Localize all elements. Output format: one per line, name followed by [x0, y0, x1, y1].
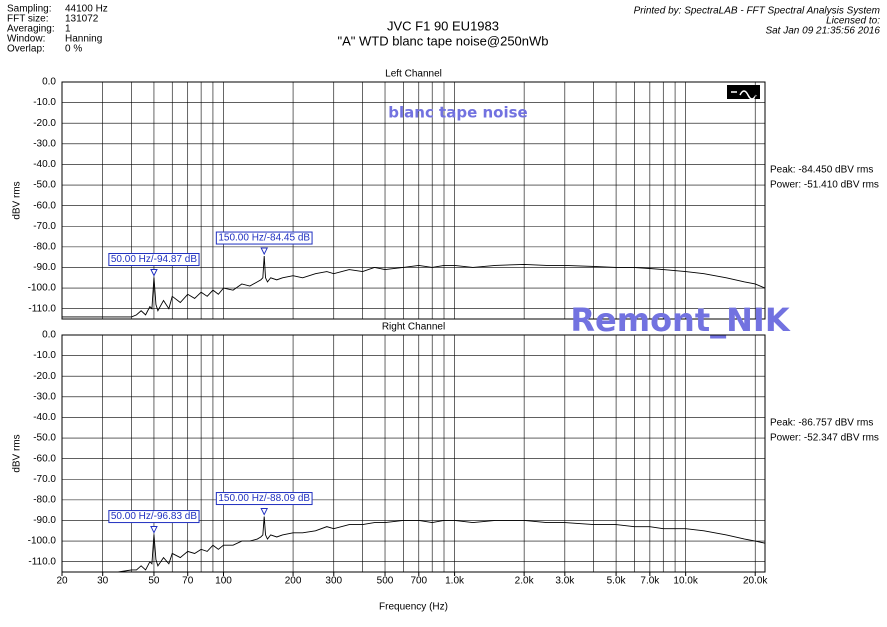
- licensed: Licensed to:: [826, 16, 880, 27]
- view-icon[interactable]: [727, 85, 760, 100]
- y-tick-label: -90.0: [33, 515, 56, 526]
- side-note: Power: -51.410 dBV rms: [770, 180, 879, 191]
- info-key: Window:: [7, 34, 45, 45]
- chart-title: Right Channel: [382, 322, 445, 333]
- x-tick-label: 300: [325, 576, 342, 587]
- info-value: 131072: [65, 14, 99, 25]
- x-axis-label: Frequency (Hz): [379, 602, 448, 613]
- y-tick-label: -10.0: [33, 97, 56, 108]
- x-tick-label: 3.0k: [555, 576, 575, 587]
- x-tick-label: 10.0k: [673, 576, 698, 587]
- chart-title: Left Channel: [385, 69, 442, 80]
- peak-label: 50.00 Hz/-96.83 dB: [111, 511, 197, 522]
- peak-label: 150.00 Hz/-88.09 dB: [218, 493, 310, 504]
- spectrum-line: [62, 256, 766, 318]
- y-tick-label: -30.0: [33, 391, 56, 402]
- x-tick-label: 700: [410, 576, 427, 587]
- y-axis-label: dBV rms: [12, 434, 23, 472]
- subtitle: "A" WTD blanc tape noise@250nWb: [337, 33, 548, 48]
- y-tick-label: -40.0: [33, 412, 56, 423]
- x-tick-label: 7.0k: [640, 576, 660, 587]
- peak-marker: [150, 526, 158, 534]
- y-tick-label: -80.0: [33, 242, 56, 253]
- y-tick-label: -110.0: [28, 303, 56, 314]
- plot-frame: [61, 334, 766, 573]
- info-value: Hanning: [65, 34, 102, 45]
- x-tick-label: 1.0k: [445, 576, 465, 587]
- x-tick-label: 20.0k: [743, 576, 768, 587]
- y-tick-label: -10.0: [33, 350, 56, 361]
- title: JVC F1 90 EU1983: [387, 18, 499, 33]
- plot-frame: [61, 81, 766, 320]
- y-tick-label: -70.0: [33, 221, 56, 232]
- y-tick-label: -50.0: [33, 180, 56, 191]
- info-value: 0 %: [65, 44, 82, 55]
- info-key: Averaging:: [7, 24, 55, 35]
- x-tick-label: 200: [285, 576, 302, 587]
- side-note: Peak: -84.450 dBV rms: [770, 165, 873, 176]
- y-tick-label: -50.0: [33, 433, 56, 444]
- y-axis-label: dBV rms: [12, 181, 23, 219]
- y-tick-label: -100.0: [28, 283, 57, 294]
- peak-label: 150.00 Hz/-84.45 dB: [218, 233, 310, 244]
- peak-label-box: [108, 510, 200, 524]
- y-tick-label: -60.0: [33, 453, 56, 464]
- x-tick-label: 2.0k: [515, 576, 535, 587]
- peak-label-box: [108, 253, 200, 267]
- x-tick-label: 500: [377, 576, 394, 587]
- y-tick-label: -20.0: [33, 371, 56, 382]
- y-tick-label: -100.0: [28, 536, 57, 547]
- x-tick-label: 50: [148, 576, 160, 587]
- info-key: Sampling:: [7, 4, 51, 15]
- x-tick-label: 100: [215, 576, 232, 587]
- x-tick-label: 70: [182, 576, 194, 587]
- peak-marker: [260, 508, 269, 516]
- x-tick-label: 5.0k: [607, 576, 627, 587]
- date: Sat Jan 09 21:35:56 2016: [765, 26, 880, 37]
- peak-label-box: [215, 492, 313, 506]
- printed-by: Printed by: SpectraLAB - FFT Spectral An…: [634, 6, 880, 17]
- y-tick-label: -60.0: [33, 200, 56, 211]
- y-tick-label: 0.0: [42, 77, 56, 88]
- y-tick-label: -90.0: [33, 262, 56, 273]
- y-tick-label: -110.0: [28, 556, 56, 567]
- peak-label-box: [215, 231, 313, 245]
- peak-label: 50.00 Hz/-94.87 dB: [111, 254, 197, 265]
- watermark: Remont_NIK: [570, 301, 790, 339]
- watermark: blanc tape noise: [388, 104, 527, 122]
- y-tick-label: -40.0: [33, 159, 56, 170]
- y-tick-label: 0.0: [42, 330, 56, 341]
- y-tick-label: -30.0: [33, 138, 56, 149]
- peak-marker: [260, 247, 269, 256]
- spectrum-line: [62, 516, 766, 573]
- x-tick-label: 20: [56, 576, 68, 587]
- y-tick-label: -20.0: [33, 118, 56, 129]
- side-note: Power: -52.347 dBV rms: [770, 433, 879, 444]
- info-value: 1: [65, 24, 71, 35]
- y-tick-label: -80.0: [33, 495, 56, 506]
- side-note: Peak: -86.757 dBV rms: [770, 418, 873, 429]
- peak-marker: [150, 269, 158, 277]
- info-key: FFT size:: [7, 14, 48, 25]
- y-tick-label: -70.0: [33, 474, 56, 485]
- info-key: Overlap:: [7, 44, 45, 55]
- x-tick-label: 30: [97, 576, 109, 587]
- info-value: 44100 Hz: [65, 4, 108, 15]
